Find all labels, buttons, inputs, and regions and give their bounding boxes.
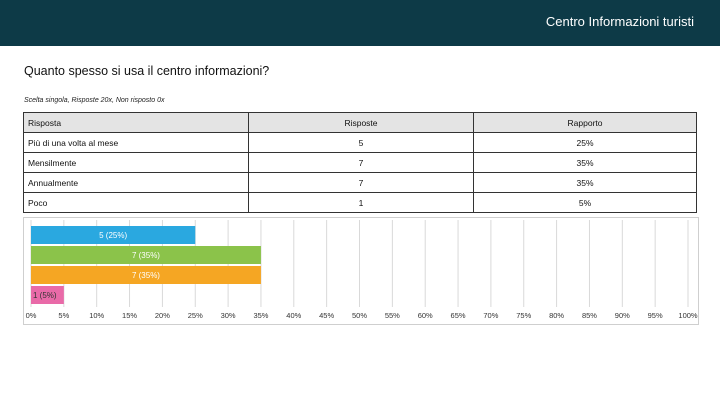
x-tick-label: 100%	[678, 311, 698, 320]
bar-data-label: 7 (35%)	[132, 271, 160, 280]
x-tick-label: 60%	[418, 311, 433, 320]
x-tick-label: 75%	[516, 311, 531, 320]
ratio-cell: 25%	[473, 132, 697, 153]
x-tick-label: 65%	[451, 311, 466, 320]
x-tick-label: 20%	[155, 311, 170, 320]
x-tick-label: 5%	[58, 311, 69, 320]
x-tick-label: 25%	[188, 311, 203, 320]
x-tick-label: 80%	[549, 311, 564, 320]
bar	[31, 246, 261, 264]
bar-data-label: 5 (25%)	[99, 231, 127, 240]
answer-cell: Poco	[23, 192, 249, 213]
table-row: Annualmente 7 35%	[23, 172, 697, 193]
table-row: Mensilmente 7 35%	[23, 152, 697, 173]
bar-chart-svg: 0% 5% 10% 15% 20% 25% 30% 35% 40% 45% 50% 55% 60% 65%…	[26, 220, 698, 320]
ratio-cell: 5%	[473, 192, 697, 213]
x-tick-label: 40%	[286, 311, 301, 320]
answer-cell: Annualmente	[23, 172, 249, 193]
ratio-cell: 35%	[473, 172, 697, 193]
count-cell: 1	[248, 192, 474, 213]
x-tick-label: 55%	[385, 311, 400, 320]
x-tick-label: 95%	[648, 311, 663, 320]
x-tick-label: 10%	[89, 311, 104, 320]
question-title: Quanto spesso si usa il centro informazi…	[24, 64, 270, 78]
header-ratio: Rapporto	[473, 112, 697, 133]
header-title: Centro Informazioni turisti	[545, 14, 694, 29]
answer-cell: Mensilmente	[23, 152, 249, 173]
x-tick-label: 90%	[615, 311, 630, 320]
count-cell: 7	[248, 172, 474, 193]
x-tick-label: 0%	[26, 311, 37, 320]
x-tick-label: 70%	[483, 311, 498, 320]
bar-data-label: 1 (5%)	[33, 291, 57, 300]
x-tick-label: 30%	[221, 311, 236, 320]
bar	[31, 286, 64, 304]
table-row: Poco 1 5%	[23, 192, 697, 213]
x-tick-label: 85%	[582, 311, 597, 320]
response-summary: Scelta singola, Risposte 20x, Non rispos…	[24, 97, 165, 104]
bar-data-label: 7 (35%)	[132, 251, 160, 260]
bar-chart: 0% 5% 10% 15% 20% 25% 30% 35% 40% 45% 50% 55% 60% 65%…	[23, 217, 699, 325]
table-header-row: Risposta Risposte Rapporto	[23, 112, 697, 133]
bar	[31, 266, 261, 284]
x-tick-label: 45%	[319, 311, 334, 320]
header-responses: Risposte	[248, 112, 474, 133]
table-row: Più di una volta al mese 5 25%	[23, 132, 697, 153]
x-tick-label: 35%	[253, 311, 268, 320]
header-answer: Risposta	[23, 112, 249, 133]
answer-cell: Più di una volta al mese	[23, 132, 249, 153]
ratio-cell: 35%	[473, 152, 697, 173]
count-cell: 5	[248, 132, 474, 153]
x-tick-label: 50%	[352, 311, 367, 320]
bar	[31, 226, 196, 244]
x-tick-label: 15%	[122, 311, 137, 320]
header-bar: Centro Informazioni turisti	[0, 0, 720, 46]
results-table: Risposta Risposte Rapporto Più di una vo…	[23, 112, 697, 213]
count-cell: 7	[248, 152, 474, 173]
